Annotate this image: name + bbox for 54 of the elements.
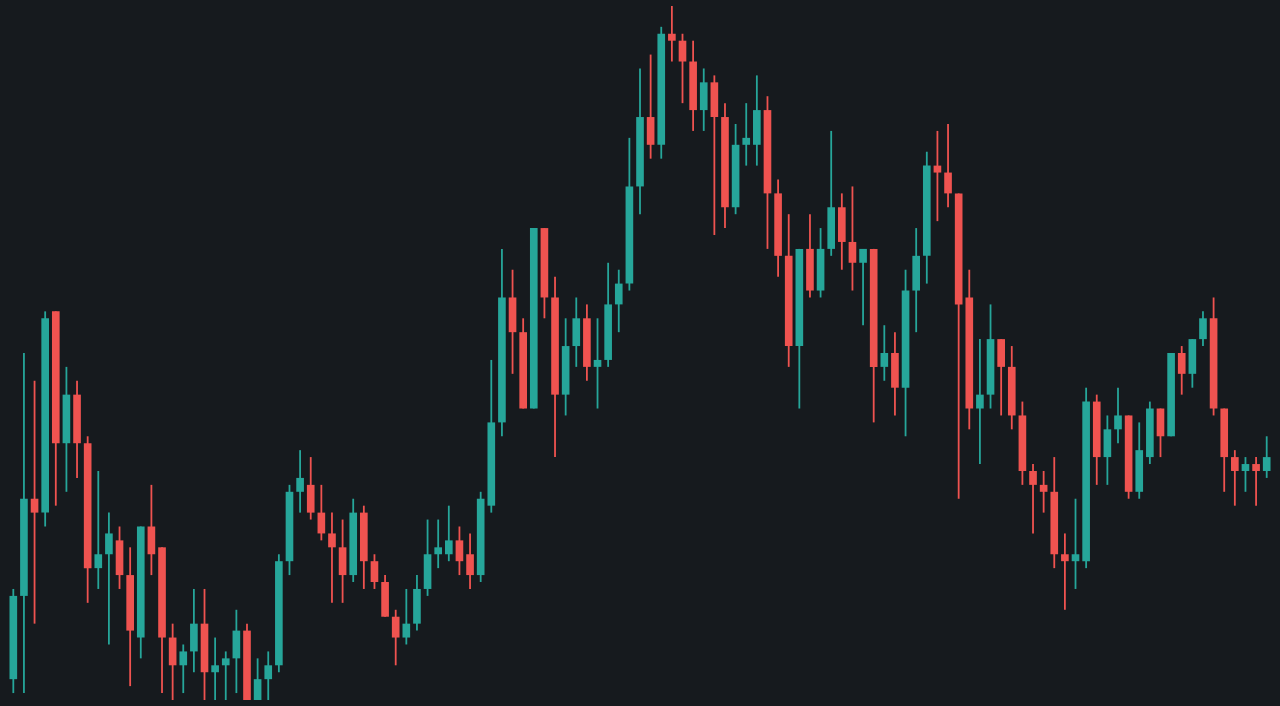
candlestick xyxy=(1061,532,1069,611)
candlestick xyxy=(668,5,676,63)
candlestick xyxy=(105,511,113,646)
candlestick xyxy=(179,643,188,694)
candlestick xyxy=(976,338,984,465)
candlestick xyxy=(997,338,1005,417)
candlestick xyxy=(221,650,230,701)
candlestick xyxy=(678,32,687,105)
candlestick xyxy=(912,227,920,334)
candlestick xyxy=(1177,345,1186,396)
candlestick xyxy=(296,449,304,514)
candlestick xyxy=(572,296,581,368)
candlestick xyxy=(328,511,336,604)
candlestick xyxy=(413,574,421,632)
candlestick xyxy=(646,53,655,160)
candlestick xyxy=(1029,463,1037,535)
candlestick xyxy=(806,213,814,299)
candlestick xyxy=(859,248,867,327)
candlestick xyxy=(1188,338,1197,389)
candlestick xyxy=(306,456,315,521)
candlestick xyxy=(838,192,846,271)
candlestick xyxy=(1252,456,1260,507)
candlestick xyxy=(190,588,198,674)
candlestick xyxy=(338,518,347,604)
candlestick xyxy=(1241,456,1250,493)
candlestick xyxy=(264,650,273,701)
candlestick xyxy=(381,574,389,618)
candlestick xyxy=(699,67,708,132)
candlestick xyxy=(848,185,857,292)
candlestick xyxy=(1114,386,1122,445)
candlestick xyxy=(423,518,432,597)
candlestick xyxy=(253,657,262,701)
candlestick xyxy=(508,268,517,375)
candlestick xyxy=(944,123,952,209)
candlestick xyxy=(816,227,825,299)
candlestick xyxy=(880,324,889,382)
candlestick xyxy=(391,608,400,667)
candlestick xyxy=(402,588,411,646)
candlestick xyxy=(1103,414,1112,486)
candlestick xyxy=(211,636,219,701)
candlestick xyxy=(827,130,836,257)
candlestick xyxy=(593,317,602,410)
candlestick xyxy=(370,553,379,590)
candlestick xyxy=(710,74,719,236)
candlestick xyxy=(614,268,623,334)
candlestick xyxy=(891,331,899,417)
candlestick xyxy=(94,470,103,590)
candlestick xyxy=(115,525,124,590)
candlestick xyxy=(1262,435,1271,479)
candlestick xyxy=(1039,470,1048,514)
candlestick xyxy=(1199,310,1207,347)
candlestick xyxy=(1231,449,1239,507)
candlestick xyxy=(30,379,39,625)
candlestick xyxy=(933,130,942,223)
